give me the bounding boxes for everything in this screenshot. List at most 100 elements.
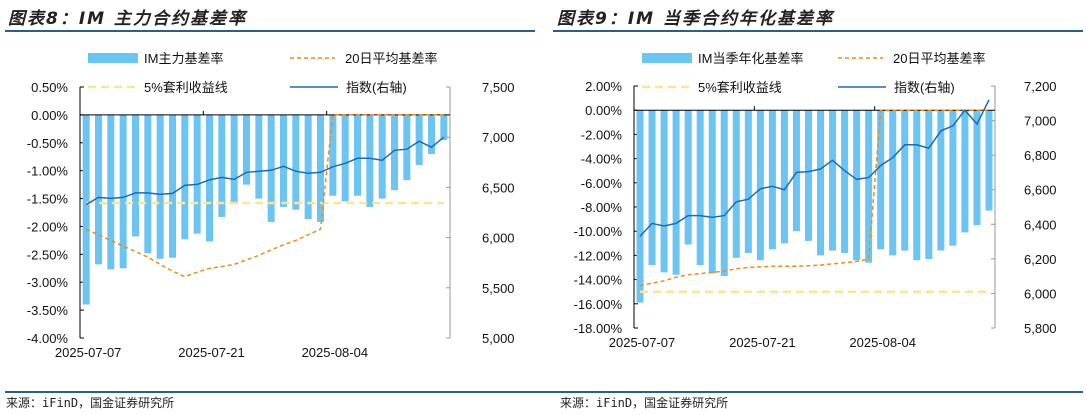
y-tick-label: -2.50% (27, 247, 69, 262)
x-tick-label: 2025-08-04 (302, 345, 369, 360)
bar (193, 114, 201, 234)
bar (708, 110, 716, 274)
y2-tick-label: 5,800 (1024, 321, 1057, 336)
bar (292, 114, 300, 210)
legend-label: 5%套利收益线 (698, 80, 782, 95)
bar (230, 114, 238, 205)
y2-tick-label: 6,600 (1024, 183, 1057, 198)
bar (144, 114, 152, 254)
bar (107, 114, 115, 270)
bar (973, 110, 981, 226)
title-divider-right (553, 30, 1083, 32)
legend-label: 5%套利收益线 (144, 80, 228, 95)
y-tick-label: -3.50% (27, 303, 69, 318)
y-tick-label: -4.00% (581, 152, 623, 167)
legend-swatch-bar (642, 53, 692, 63)
bar (660, 110, 668, 273)
bar (403, 114, 411, 181)
y-tick-label: -3.00% (27, 275, 69, 290)
bar (768, 110, 776, 250)
y-tick-label: -14.00% (574, 273, 623, 288)
bar (156, 114, 164, 259)
legend-swatch-bar (88, 53, 138, 63)
y-tick-label: -4.00% (27, 331, 69, 346)
y2-tick-label: 6,800 (1024, 148, 1057, 163)
bar (937, 110, 945, 251)
bar (317, 114, 324, 222)
x-tick-label: 2025-07-07 (55, 345, 122, 360)
bar (95, 114, 102, 265)
bar (780, 110, 788, 244)
y-tick-label: -10.00% (574, 224, 623, 239)
legend-label: IM当季年化基差率 (698, 51, 803, 66)
bar (804, 110, 812, 241)
chart-9-title: 图表9：IM 当季合约年化基差率 (557, 9, 834, 29)
bar (792, 110, 800, 232)
title-divider-left (5, 30, 535, 32)
bar (648, 110, 656, 266)
x-tick-label: 2025-07-21 (178, 345, 245, 360)
y2-tick-label: 5,500 (482, 281, 515, 296)
bar (636, 110, 644, 303)
legend-label: 20日平均基差率 (345, 51, 437, 66)
y-tick-label: -0.50% (27, 136, 69, 151)
bar (378, 114, 386, 199)
legend-label: 20日平均基差率 (893, 51, 985, 66)
bar (218, 114, 226, 217)
legend-label: IM主力基差率 (144, 51, 223, 66)
y-tick-label: -18.00% (574, 321, 623, 336)
y-tick-label: 0.00% (585, 103, 622, 118)
y-tick-label: -2.00% (581, 127, 623, 142)
ma20-basis-line (639, 109, 989, 287)
bar (841, 110, 849, 253)
bar (877, 110, 885, 250)
bar (329, 114, 337, 196)
bar (428, 114, 435, 154)
bar (354, 114, 361, 196)
legend-label: 指数(右轴) (346, 80, 407, 95)
bar (440, 114, 448, 140)
bar (732, 110, 740, 258)
y2-tick-label: 6,000 (482, 231, 515, 246)
bar (925, 110, 933, 260)
bar (853, 110, 861, 261)
y2-tick-label: 6,400 (1024, 217, 1057, 232)
index-line (639, 99, 990, 237)
bar (913, 110, 921, 261)
y2-tick-label: 6,200 (1024, 252, 1057, 267)
bar (829, 110, 837, 251)
x-tick-label: 2025-07-07 (609, 335, 676, 350)
bar (366, 114, 374, 207)
bar (206, 114, 213, 242)
index-line (85, 136, 445, 206)
bar (267, 114, 275, 222)
bar (132, 114, 139, 237)
y-tick-label: -1.50% (27, 192, 69, 207)
y2-tick-label: 5,000 (482, 331, 515, 346)
ma20-basis-line (85, 114, 444, 278)
bar (949, 110, 957, 246)
bar (684, 110, 692, 245)
y-tick-label: -12.00% (574, 248, 623, 263)
y2-tick-label: 6,500 (482, 180, 515, 195)
x-tick-label: 2025-08-04 (849, 335, 916, 350)
y-tick-label: -16.00% (574, 297, 623, 312)
chart-8-source: 来源：iFinD，国金证券研究所 (6, 396, 175, 410)
y2-tick-label: 7,200 (1024, 79, 1057, 94)
y2-tick-label: 7,500 (482, 80, 515, 95)
bar (243, 114, 250, 185)
y2-tick-label: 7,000 (1024, 114, 1057, 129)
bar (720, 110, 728, 276)
bar (744, 110, 752, 253)
bar (341, 114, 349, 202)
bar (280, 114, 287, 207)
y-tick-label: -1.00% (27, 164, 69, 179)
bar (672, 110, 680, 275)
x-tick-label: 2025-07-21 (729, 335, 796, 350)
chart-8-title: 图表8：IM 主力合约基差率 (8, 9, 247, 29)
bar (756, 110, 764, 261)
chart-9-source: 来源：iFinD，国金证券研究所 (560, 396, 729, 410)
